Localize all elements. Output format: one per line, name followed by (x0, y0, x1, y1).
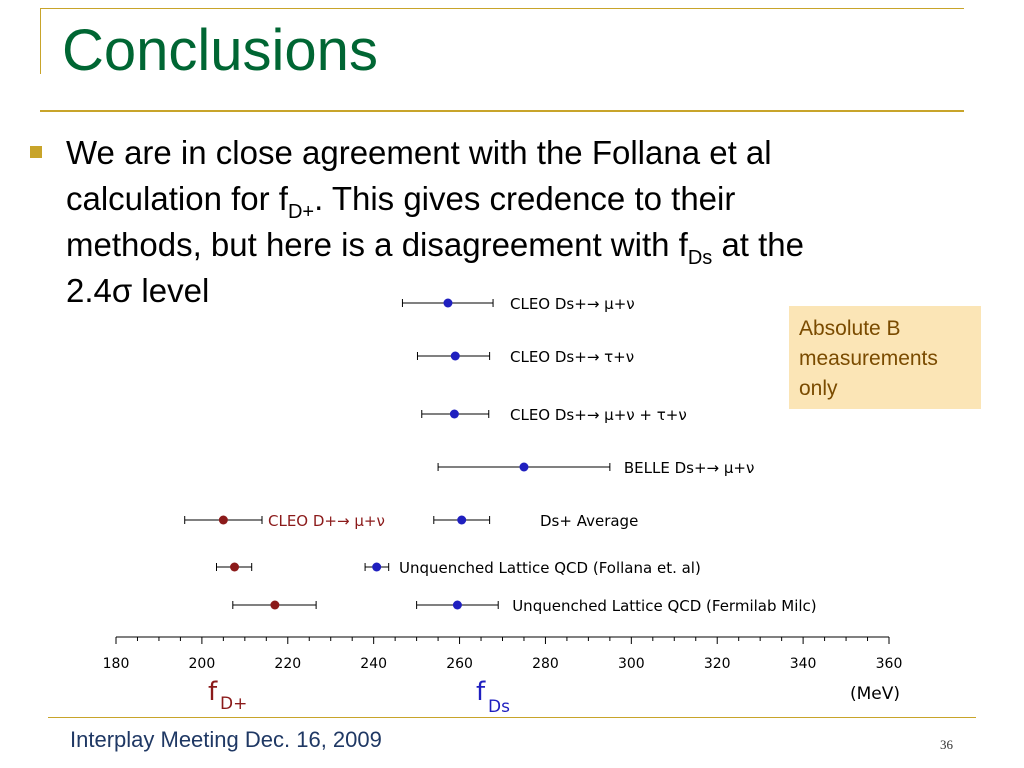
ds-row-4-point (519, 462, 529, 472)
footer-text: Interplay Meeting Dec. 16, 2009 (70, 727, 382, 752)
dplus-row-label-5: CLEO D+→ μ+ν (268, 512, 385, 530)
x-tick-label-220: 220 (274, 656, 301, 672)
bullet-line-2-post: . This gives credence to their (314, 180, 736, 217)
ds-row-label-6: Unquenched Lattice QCD (Follana et. al) (399, 559, 701, 577)
bullet-line-2-sub: D+ (287, 201, 315, 223)
bullet-line-2-pre: calculation for f (66, 180, 288, 217)
x-tick-label-180: 180 (103, 656, 130, 672)
page-number: 36 (940, 737, 953, 752)
ds-row-1-point (443, 298, 453, 308)
ds-row-3-point (449, 409, 459, 419)
bullet-line-3-pre: methods, but here is a disagreement with… (66, 226, 688, 263)
ds-row-label-5: Ds+ Average (540, 512, 638, 530)
left-rule (40, 8, 41, 74)
dplus-row-5-point (218, 515, 228, 525)
callout-box: Absolute B measurements only (789, 306, 981, 409)
title-underline (40, 110, 964, 112)
top-rule (40, 8, 964, 9)
x-tick-label-280: 280 (532, 656, 559, 672)
bullet-text: We are in close agreement with the Folla… (66, 130, 966, 314)
ds-row-6-point (372, 562, 382, 572)
bullet-icon (30, 146, 42, 158)
x-axis-units: (MeV) (850, 684, 900, 704)
x-tick-label-340: 340 (790, 656, 817, 672)
bullet-line-3-sub: Ds (687, 247, 713, 269)
ds-row-2-point (450, 351, 460, 361)
dplus-group-label: f (208, 677, 218, 707)
ds-row-label-1: CLEO Ds+→ μ+ν (510, 295, 635, 313)
bullet-line-3: methods, but here is a disagreement with… (66, 222, 966, 268)
x-tick-label-360: 360 (876, 656, 903, 672)
ds-row-label-7: Unquenched Lattice QCD (Fermilab Milc) (512, 597, 816, 615)
ds-row-label-3: CLEO Ds+→ μ+ν + τ+ν (510, 406, 687, 424)
ds-row-label-2: CLEO Ds+→ τ+ν (510, 348, 634, 366)
x-tick-label-320: 320 (704, 656, 731, 672)
footer-rule (48, 717, 976, 718)
ds-group-label: f (476, 677, 486, 707)
ds-row-label-4: BELLE Ds+→ μ+ν (624, 459, 755, 477)
bullet-line-4: 2.4σ level (66, 272, 210, 309)
slide-title: Conclusions (62, 18, 378, 83)
bullet-line-1: We are in close agreement with the Folla… (66, 134, 772, 171)
ds-row-5-point (457, 515, 467, 525)
dplus-group-label-sub: D+ (220, 694, 247, 714)
bullet-line-3-post: at the (712, 226, 805, 263)
x-tick-label-240: 240 (360, 656, 387, 672)
x-tick-label-200: 200 (189, 656, 216, 672)
bullet-line-2: calculation for fD+. This gives credence… (66, 176, 966, 222)
x-tick-label-300: 300 (618, 656, 645, 672)
x-tick-label-260: 260 (446, 656, 473, 672)
dplus-row-7-point (270, 600, 280, 610)
ds-group-label-sub: Ds (488, 697, 510, 717)
ds-row-7-point (452, 600, 462, 610)
dplus-row-6-point (230, 562, 240, 572)
